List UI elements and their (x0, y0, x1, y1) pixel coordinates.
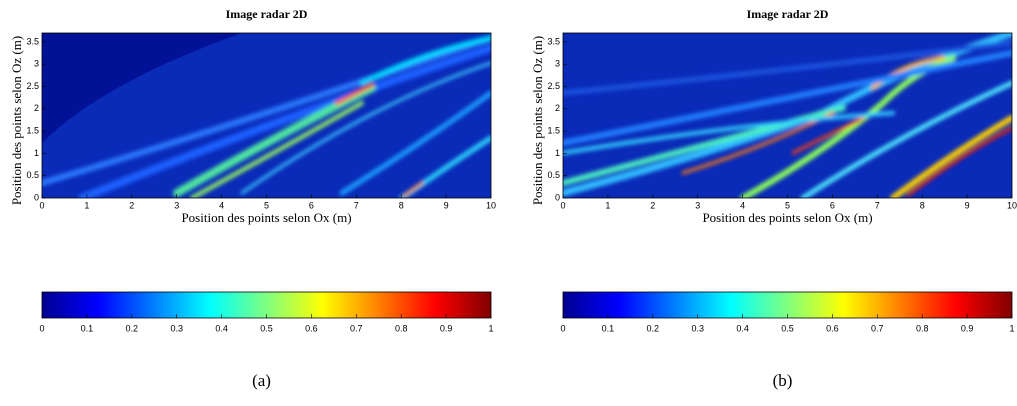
colorbar-tick-label: 0.2 (647, 323, 660, 333)
colorbar-tick-label: 0.3 (170, 323, 183, 333)
y-tick-label: 0 (555, 192, 560, 202)
colorbar-tick-label: 0 (39, 323, 44, 333)
x-tick-label: 6 (830, 200, 835, 210)
x-tick-label: 9 (444, 200, 449, 210)
y-tick-label: 1.5 (547, 125, 560, 135)
x-tick-label: 0 (39, 200, 44, 210)
x-tick-label: 10 (486, 200, 496, 210)
x-axis-label: Position des points selon Ox (m) (702, 210, 872, 225)
y-tick-label: 2 (555, 103, 560, 113)
colorbar-tick-label: 0.4 (736, 323, 749, 333)
colorbar-tick-label: 0.7 (350, 323, 363, 333)
caption: (a) (252, 371, 271, 390)
y-tick-label: 0.5 (26, 170, 39, 180)
colorbar-tick-label: 0.1 (602, 323, 615, 333)
y-tick-label: 3.5 (547, 36, 560, 46)
y-tick-label: 2.5 (26, 81, 39, 91)
x-tick-label: 8 (920, 200, 925, 210)
y-axis-label: Position des points selon Oz (m) (9, 36, 24, 205)
x-tick-label: 9 (965, 200, 970, 210)
colorbar-tick-label: 1 (1009, 323, 1014, 333)
x-axis-label: Position des points selon Ox (m) (181, 210, 351, 225)
colorbar-tick-label: 0.2 (126, 323, 139, 333)
y-tick-label: 0.5 (547, 170, 560, 180)
colorbar-tick-label: 1 (488, 323, 493, 333)
y-tick-label: 2 (34, 103, 39, 113)
y-tick-label: 3 (34, 59, 39, 69)
colorbar-tick-label: 0.8 (916, 323, 929, 333)
chart-title: Image radar 2D (747, 7, 829, 21)
colorbar-tick-label: 0 (560, 323, 565, 333)
x-tick-label: 1 (605, 200, 610, 210)
x-tick-label: 7 (875, 200, 880, 210)
colorbar-tick-label: 0.5 (260, 323, 273, 333)
colorbar-tick-label: 0.6 (826, 323, 839, 333)
colorbar-tick-label: 0.5 (781, 323, 794, 333)
colorbar-tick-label: 0.1 (81, 323, 94, 333)
x-tick-label: 2 (650, 200, 655, 210)
y-tick-label: 1 (555, 148, 560, 158)
x-tick-label: 10 (1007, 200, 1017, 210)
x-tick-label: 1 (84, 200, 89, 210)
colorbar-tick-label: 0.3 (691, 323, 704, 333)
y-tick-label: 3 (555, 59, 560, 69)
x-tick-label: 0 (560, 200, 565, 210)
x-tick-label: 4 (740, 200, 745, 210)
x-tick-label: 5 (264, 200, 269, 210)
colorbar-tick-label: 0.8 (395, 323, 408, 333)
colorbar-tick-label: 0.9 (440, 323, 453, 333)
y-axis-label: Position des points selon Oz (m) (530, 36, 545, 205)
y-tick-label: 0 (34, 192, 39, 202)
radar-image-a (42, 33, 491, 198)
radar-image-b (563, 33, 1012, 198)
x-tick-label: 6 (309, 200, 314, 210)
y-tick-label: 3.5 (26, 36, 39, 46)
colorbar-tick-label: 0.4 (215, 323, 228, 333)
caption: (b) (773, 371, 793, 390)
x-tick-label: 5 (785, 200, 790, 210)
y-tick-label: 1.5 (26, 125, 39, 135)
colorbar-tick-label: 0.6 (305, 323, 318, 333)
x-tick-label: 2 (129, 200, 134, 210)
chart-title: Image radar 2D (226, 7, 308, 21)
colorbar (562, 291, 1013, 319)
colorbar-tick-label: 0.9 (961, 323, 974, 333)
x-tick-label: 4 (219, 200, 224, 210)
colorbar-tick-label: 0.7 (871, 323, 884, 333)
y-tick-label: 1 (34, 148, 39, 158)
x-tick-label: 3 (174, 200, 179, 210)
x-tick-label: 8 (399, 200, 404, 210)
x-tick-label: 3 (695, 200, 700, 210)
x-tick-label: 7 (354, 200, 359, 210)
y-tick-label: 2.5 (547, 81, 560, 91)
